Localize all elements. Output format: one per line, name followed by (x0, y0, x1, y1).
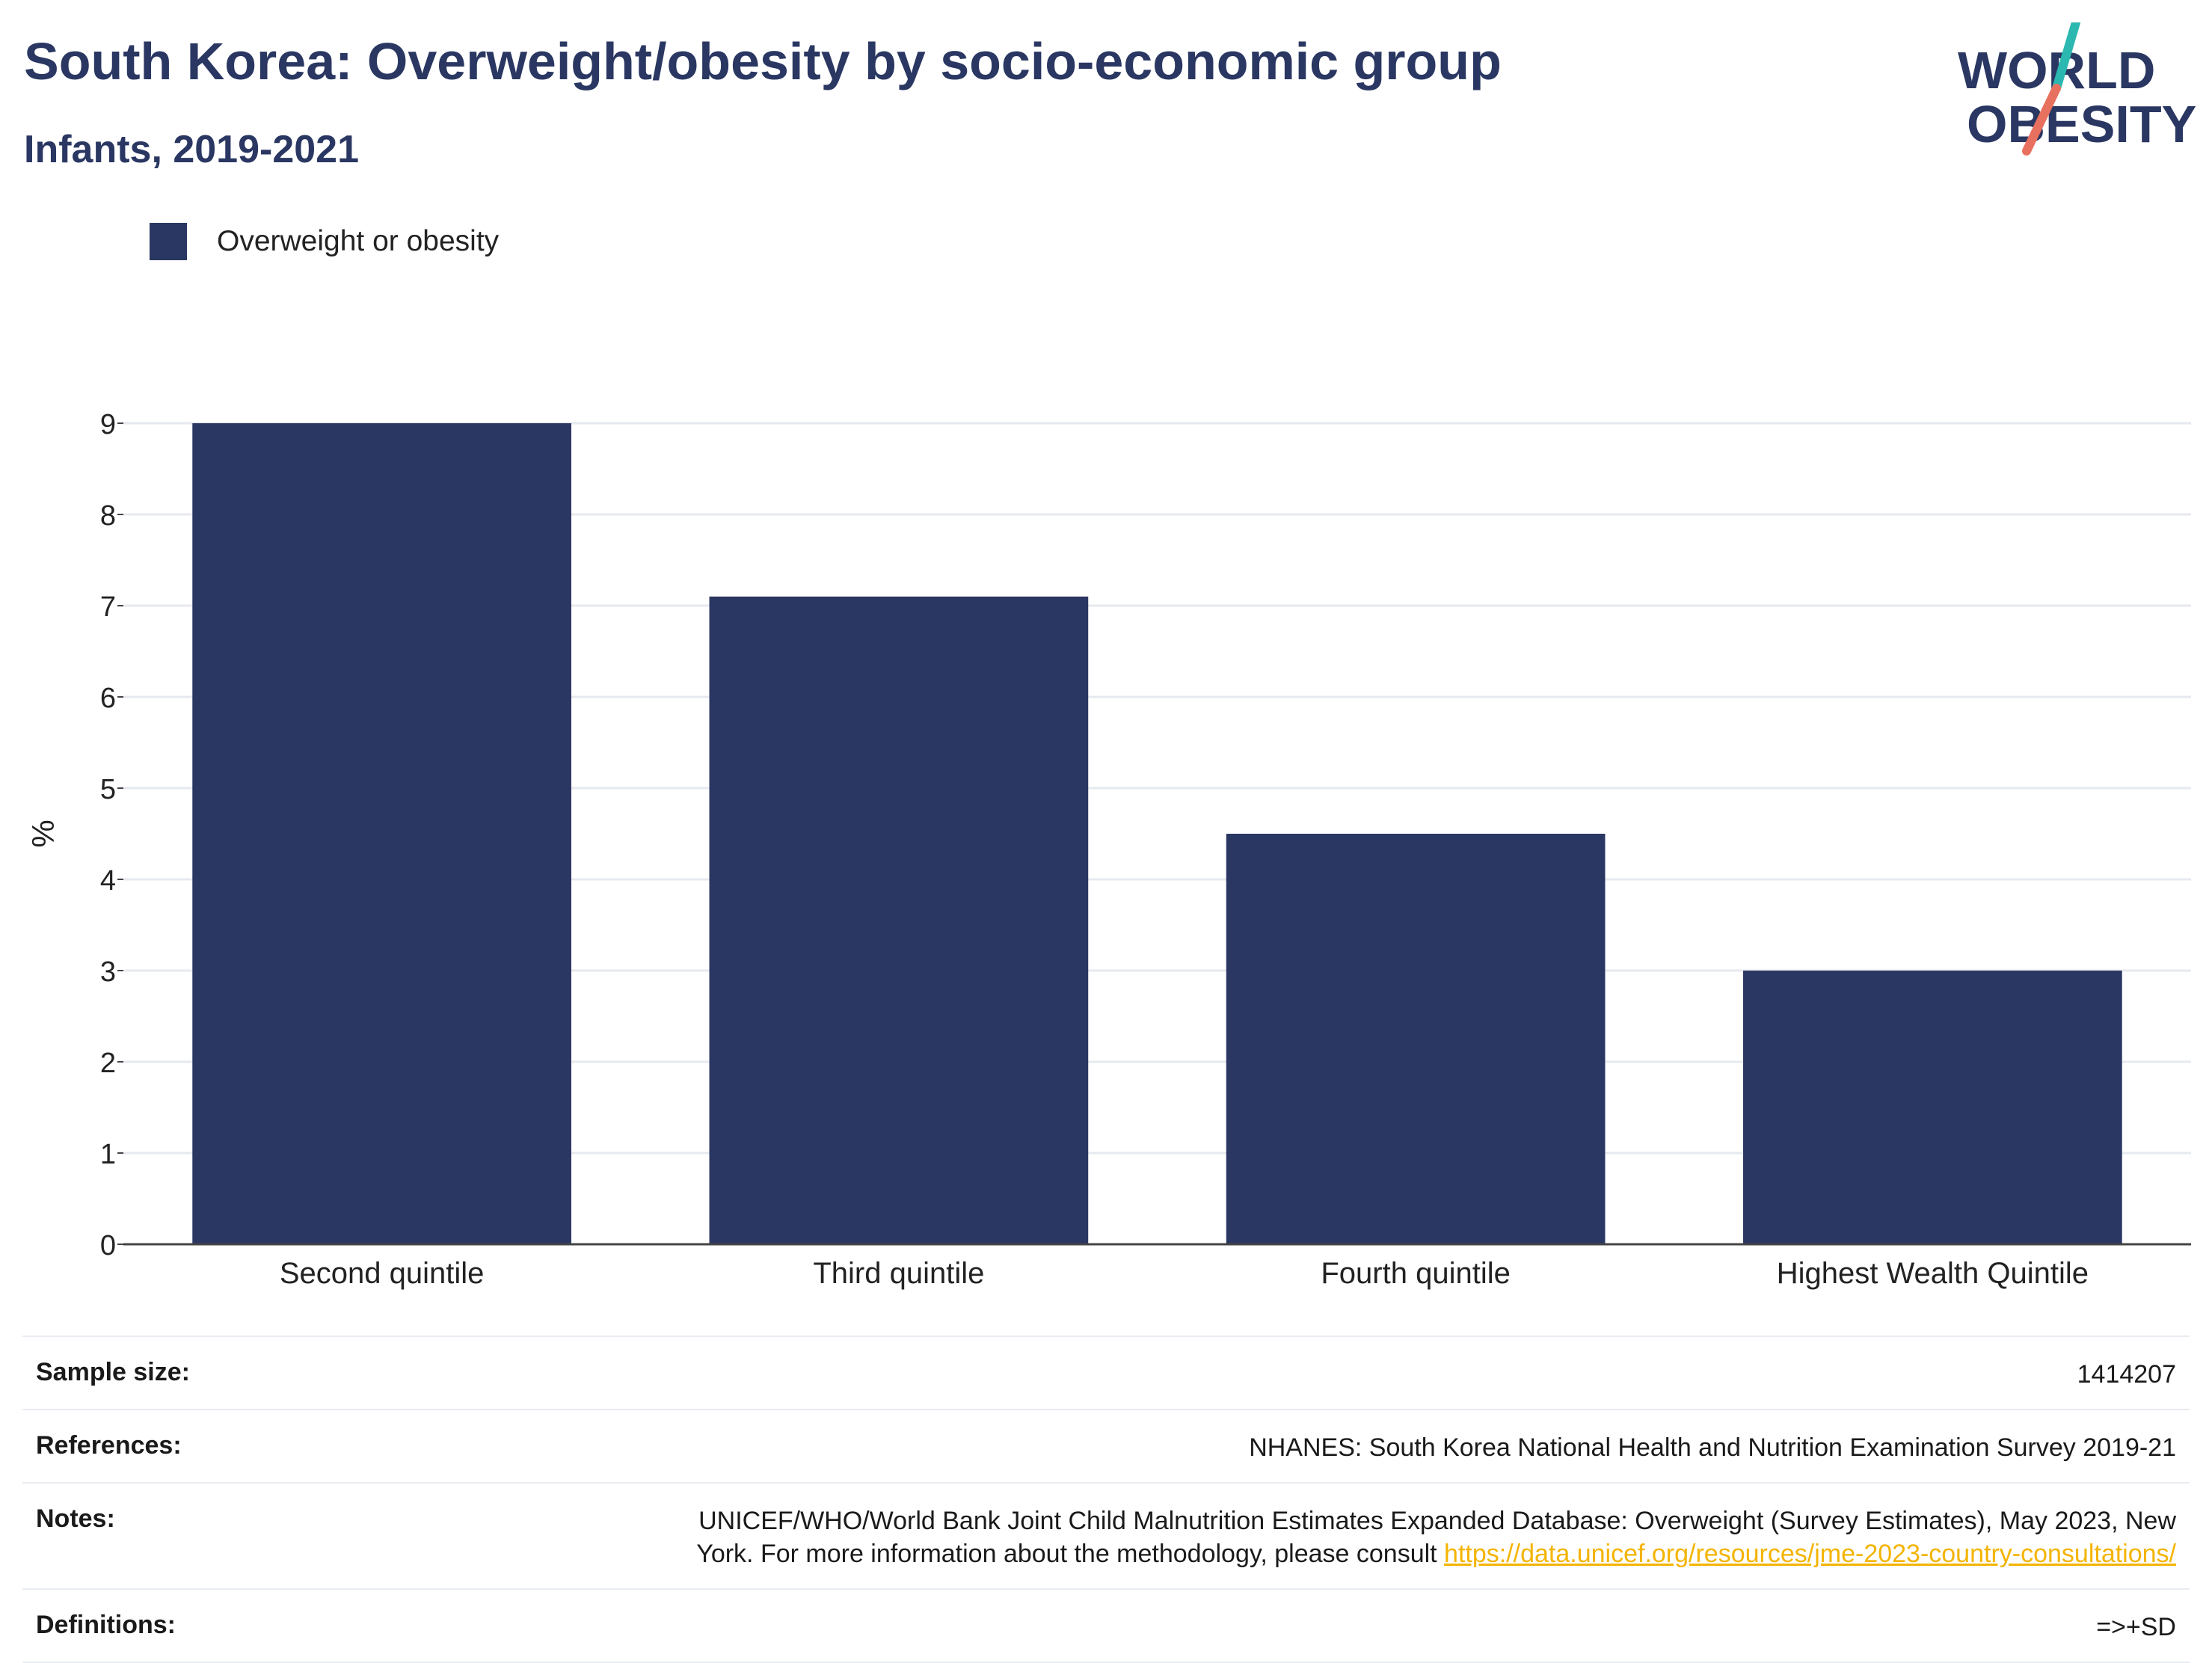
sample-size-value: 1414207 (2077, 1360, 2176, 1389)
references-value: NHANES: South Korea National Health and … (1249, 1433, 2176, 1462)
bar-2 (709, 596, 1089, 1244)
legend[interactable]: Overweight or obesity (150, 223, 499, 260)
notes-link[interactable]: https://data.unicef.org/resources/jme-20… (1444, 1540, 2176, 1568)
x-tick-label: Third quintile (813, 1257, 984, 1290)
bar-1 (192, 423, 571, 1244)
y-tick-label: 2 (100, 1048, 116, 1079)
y-tick-label: 8 (100, 500, 116, 532)
y-tick-label: 6 (100, 683, 116, 714)
y-axis-label: % (25, 820, 61, 847)
logo-text-obesity: OBESITY (1967, 95, 2196, 153)
legend-label: Overweight or obesity (217, 225, 500, 257)
notes-value: UNICEF/WHO/World Bank Joint Child Malnut… (696, 1504, 2176, 1570)
chart-title: South Korea: Overweight/obesity by socio… (24, 32, 1502, 90)
sample-size-label: Sample size: (36, 1358, 190, 1386)
y-tick-label: 4 (100, 865, 116, 897)
notes-text-line1: UNICEF/WHO/World Bank Joint Child Malnut… (698, 1507, 2176, 1535)
x-tick-label: Highest Wealth Quintile (1777, 1257, 2089, 1290)
info-table: Sample size: 1414207 References: NHANES:… (22, 1335, 2190, 1663)
y-tick-label: 5 (100, 774, 116, 805)
y-tick-label: 1 (100, 1139, 116, 1170)
y-tick-label: 3 (100, 956, 116, 988)
x-tick-label: Fourth quintile (1321, 1257, 1510, 1290)
x-tick-label: Second quintile (280, 1257, 485, 1290)
info-row-sample-size: Sample size: 1414207 (22, 1335, 2190, 1409)
y-tick-label: 0 (100, 1230, 116, 1261)
references-label: References: (36, 1431, 182, 1460)
chart-subtitle: Infants, 2019-2021 (24, 128, 360, 171)
info-row-references: References: NHANES: South Korea National… (22, 1409, 2190, 1482)
logo-slash-red-icon (2022, 84, 2061, 156)
bar-4 (1743, 971, 2122, 1244)
world-obesity-logo: WORLD OBESITY (1958, 22, 2196, 156)
info-row-notes: Notes: UNICEF/WHO/World Bank Joint Child… (22, 1482, 2190, 1588)
legend-swatch (150, 223, 187, 260)
notes-text-line2: York. For more information about the met… (696, 1540, 1445, 1568)
info-row-definitions: Definitions: =>+SD (22, 1588, 2190, 1663)
bar-3 (1226, 834, 1606, 1244)
bar-chart: 0 1 2 3 4 5 6 7 8 9% Second quintile Third quintile… (25, 409, 2191, 1290)
logo-slash-teal-icon (2052, 22, 2080, 93)
notes-label: Notes: (36, 1504, 115, 1533)
definitions-label: Definitions: (36, 1611, 176, 1639)
y-tick-label: 7 (100, 591, 116, 623)
definitions-value: =>+SD (2096, 1613, 2176, 1641)
y-tick-label: 9 (100, 409, 116, 440)
